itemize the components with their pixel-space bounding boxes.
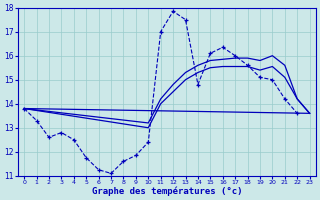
X-axis label: Graphe des températures (°c): Graphe des températures (°c) — [92, 186, 242, 196]
